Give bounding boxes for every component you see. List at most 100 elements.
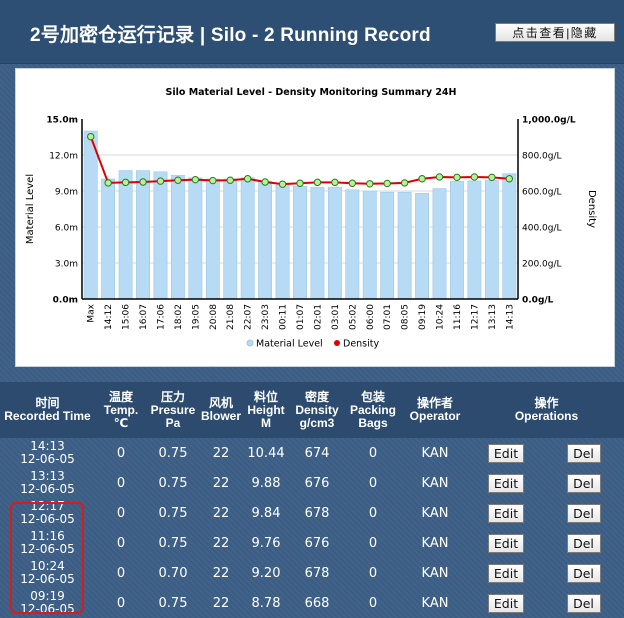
row-date: 12-06-05 [20,482,75,496]
del-cell: Del [543,438,624,468]
blower-cell: 22 [212,505,230,521]
bar-material-level [188,177,203,300]
edit-button[interactable]: Edit [488,473,524,493]
pressure-cell: 0.75 [158,505,188,521]
x-tick-label: 17:06 [156,304,166,330]
bar-material-level [415,193,430,300]
density-point [243,175,252,183]
edit-cell: Edit [469,438,543,468]
bar-material-level [345,189,360,300]
height-cell: 9.76 [251,535,281,551]
density-point [488,173,496,182]
page-title: 2号加密仓运行记录 | Silo - 2 Running Record [30,25,431,46]
x-tick-label: 19:05 [191,304,201,330]
chart-panel: Silo Material Level - Density Monitoring… [15,68,615,367]
x-tick-label: 07:01 [383,304,393,330]
edit-cell: Edit [469,498,543,528]
bar-material-level [397,191,412,300]
del-cell: Del [543,558,624,588]
x-tick-label: 11:16 [453,304,463,330]
edit-button[interactable]: Edit [488,563,524,583]
operator-cell: KAN [421,595,449,611]
x-tick-label: 00:11 [279,304,289,330]
bar-material-level [432,188,447,300]
y-tick-label: 12.0m [49,152,78,162]
temp-cell: 0 [116,445,126,461]
bar-material-level [380,191,395,300]
del-cell: Del [543,498,624,528]
density-point [278,180,287,188]
y-tick-label: 0.0m [53,296,78,306]
col-header-packing: 包装 Packing Bags [349,389,397,430]
blower-cell: 22 [212,475,230,491]
bar-material-level [327,187,342,300]
density-point [174,176,182,184]
pressure-cell: 0.75 [158,445,188,461]
col-header-height: 料位 Height M [247,389,285,430]
x-tick-label: 16:07 [139,304,149,330]
x-tick-label: 18:02 [174,304,184,330]
y2-tick-label: 0.0g/L [522,296,554,306]
delete-button[interactable]: Del [566,593,601,613]
table-header-row: 时间 Recorded Time 温度 Temp. ℃ 压力 Presure Pa 风机 B… [0,382,624,438]
height-cell: 9.84 [251,505,281,521]
delete-button[interactable]: Del [566,443,601,463]
table-row: 13:13 12-06-05 0 0.75 22 9.88 676 0 KAN Edit Del [0,468,624,498]
temp-cell: 0 [116,475,126,491]
edit-cell: Edit [469,528,543,558]
y-tick-label: 9.0m [55,188,78,198]
bar-material-level [153,171,168,300]
density-point [296,179,304,187]
edit-button[interactable]: Edit [488,443,524,463]
delete-button[interactable]: Del [566,563,601,583]
legend-marker-material-level [246,339,254,347]
edit-cell: Edit [469,468,543,498]
bar-material-level [293,185,307,300]
operator-cell: KAN [421,505,449,521]
temp-cell: 0 [116,565,126,581]
row-date: 12-06-05 [20,452,75,466]
density-point [121,178,130,187]
table-row: 10:24 12-06-05 0 0.70 22 9.20 678 0 KAN Edit Del [0,558,624,588]
density-point [348,179,357,187]
density-point [400,179,409,187]
density-point [435,173,444,181]
y-tick-label: 3.0m [55,260,78,270]
height-cell: 8.78 [251,595,281,611]
blower-cell: 22 [212,535,230,551]
x-tick-label: 20:08 [209,304,219,330]
bar-material-level [450,181,464,300]
table-row: 12:17 12-06-05 0 0.75 22 9.84 678 0 KAN Edit Del [0,498,624,528]
operator-cell: KAN [421,475,449,491]
edit-button[interactable]: Edit [488,533,524,553]
x-tick-label: 13:13 [488,304,498,330]
x-tick-label: 14:12 [104,304,114,330]
records-table-wrap: 时间 Recorded Time 温度 Temp. ℃ 压力 Presure Pa 风机 B… [0,382,624,618]
edit-button[interactable]: Edit [488,593,524,613]
delete-button[interactable]: Del [566,533,601,553]
chart-title: Silo Material Level - Density Monitoring… [166,87,457,98]
legend-marker-density [334,340,340,346]
density-point [191,175,200,184]
row-date: 12-06-05 [20,542,75,556]
delete-button[interactable]: Del [566,503,601,523]
x-tick-label: 14:13 [505,304,515,330]
del-cell: Del [543,588,624,618]
density-cell: 676 [304,535,330,551]
edit-cell: Edit [469,588,543,618]
edit-button[interactable]: Edit [488,503,524,523]
operator-cell: KAN [421,445,449,461]
y2-tick-label: 400.0g/L [522,224,562,234]
bar-material-level [310,187,325,300]
bar-material-level [118,170,133,300]
time-cell: 11:16 12-06-05 [0,528,95,558]
toggle-chart-button[interactable]: 点击查看|隐藏 [495,23,615,42]
bar-material-level [223,178,238,300]
density-point [156,177,165,185]
x-tick-label: 12:17 [470,304,480,330]
delete-button[interactable]: Del [566,473,601,493]
temp-cell: 0 [116,535,126,551]
records-table: 时间 Recorded Time 温度 Temp. ℃ 压力 Presure Pa 风机 B… [0,382,624,618]
table-row: 11:16 12-06-05 0 0.75 22 9.76 676 0 KAN Edit Del [0,528,624,558]
x-tick-label: 05:02 [348,304,358,330]
